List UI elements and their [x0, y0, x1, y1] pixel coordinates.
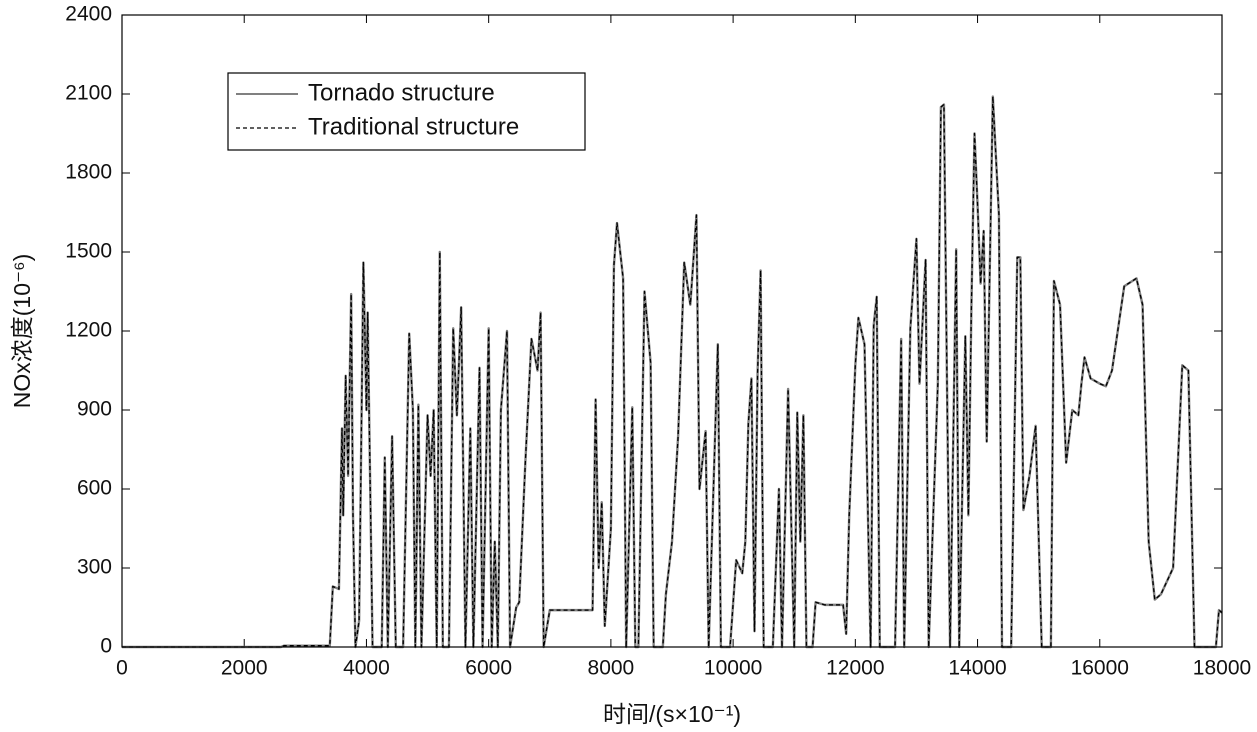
x-tick-label: 10000: [704, 657, 762, 680]
x-tick-label: 2000: [221, 657, 268, 680]
x-tick-label: 12000: [826, 657, 884, 680]
plot-frame: [121, 14, 1223, 648]
y-tick-label: 0: [100, 635, 112, 658]
x-tick-label: 14000: [948, 657, 1006, 680]
series-line: [122, 95, 1223, 648]
x-tick-label: 18000: [1193, 657, 1251, 680]
y-tick-label: 2400: [65, 3, 112, 26]
y-tick-label: 900: [77, 398, 112, 421]
y-tick-label: 1800: [65, 161, 112, 184]
y-tick-label: 1500: [65, 240, 112, 263]
x-tick-label: 0: [116, 657, 128, 680]
x-tick-label: 6000: [465, 657, 512, 680]
legend-box: [227, 72, 586, 151]
y-tick-label: 600: [77, 477, 112, 500]
y-tick-label: 1200: [65, 319, 112, 342]
y-tick-label: 300: [77, 556, 112, 579]
x-axis-label: 时间/(s×10⁻¹): [603, 701, 741, 727]
legend-label: Tornado structure: [308, 79, 495, 106]
y-tick-label: 2100: [65, 82, 112, 105]
x-tick-label: 4000: [343, 657, 390, 680]
series-line: [122, 95, 1223, 649]
legend-label: Traditional structure: [308, 113, 519, 140]
x-tick-label: 16000: [1071, 657, 1129, 680]
y-axis-label: NOx浓度(10⁻⁶): [9, 254, 35, 409]
x-tick-label: 8000: [588, 657, 635, 680]
